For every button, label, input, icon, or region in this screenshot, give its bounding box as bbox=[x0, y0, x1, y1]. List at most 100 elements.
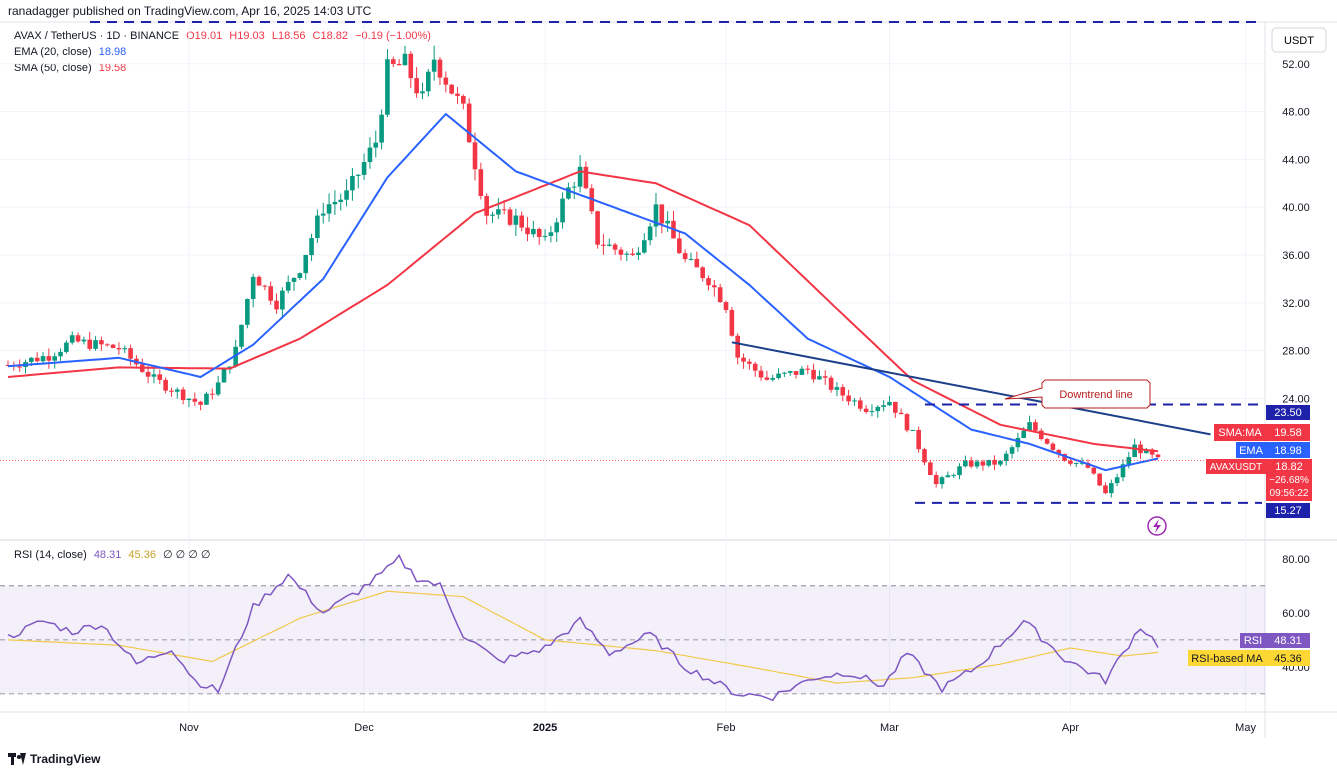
candle-body bbox=[957, 466, 962, 476]
candle-body bbox=[893, 401, 898, 413]
candle-body bbox=[46, 356, 52, 361]
candle-body bbox=[256, 276, 262, 286]
candle-body bbox=[1027, 422, 1032, 431]
candle-body bbox=[344, 190, 349, 200]
symbol-name[interactable]: AVAX / TetherUS · 1D · BINANCE bbox=[14, 30, 180, 42]
candle-body bbox=[519, 215, 525, 228]
candle-body bbox=[659, 204, 665, 224]
candle-body bbox=[1085, 462, 1091, 468]
candle-body bbox=[379, 114, 384, 143]
candle-body bbox=[431, 59, 437, 72]
tradingview-brand[interactable]: TradingView bbox=[8, 752, 100, 766]
candle-body bbox=[58, 351, 63, 357]
candle-body bbox=[198, 401, 203, 405]
candle-body bbox=[373, 142, 379, 148]
candle-body bbox=[571, 186, 577, 188]
candle-body bbox=[1062, 453, 1067, 461]
candle-body bbox=[1068, 460, 1073, 464]
time-tick-label: Apr bbox=[1062, 722, 1079, 734]
candle-body bbox=[881, 405, 886, 407]
candle-body bbox=[606, 244, 612, 246]
candle-body bbox=[443, 77, 449, 85]
price-tick-label: 40.00 bbox=[1282, 202, 1310, 214]
candle-body bbox=[186, 398, 192, 401]
candle-body bbox=[507, 209, 513, 225]
candle-body bbox=[355, 174, 361, 176]
candle-body bbox=[496, 209, 501, 215]
candle-body bbox=[1021, 430, 1027, 438]
candle-body bbox=[221, 369, 227, 383]
rsi-legend[interactable]: RSI (14, close) 48.31 45.36 ∅ ∅ ∅ ∅ bbox=[14, 548, 211, 561]
candle-body bbox=[385, 59, 390, 115]
candle-body bbox=[52, 356, 58, 361]
candle-body bbox=[822, 376, 828, 378]
rsi-tick-label: 60.00 bbox=[1282, 608, 1310, 620]
candle-body bbox=[315, 215, 320, 239]
candle-body bbox=[898, 412, 904, 415]
candle-body bbox=[420, 91, 425, 94]
candle-body bbox=[968, 460, 974, 467]
candle-body bbox=[677, 238, 682, 254]
candle-body bbox=[928, 462, 933, 476]
sma-legend[interactable]: SMA (50, close) 19.58 bbox=[14, 62, 126, 74]
ema-legend[interactable]: EMA (20, close) 18.98 bbox=[14, 46, 126, 58]
ema-price-label: EMA 18.98 bbox=[1236, 442, 1310, 458]
candle-body bbox=[782, 372, 787, 374]
candle-body bbox=[688, 258, 694, 260]
candle-body bbox=[402, 53, 408, 66]
candle-body bbox=[245, 299, 250, 325]
flash-icon[interactable] bbox=[1147, 516, 1167, 536]
candle-body bbox=[554, 222, 560, 233]
candle-body bbox=[215, 382, 221, 395]
candle-body bbox=[1091, 467, 1097, 474]
ohlc-close: C18.82 bbox=[312, 30, 349, 42]
candle-body bbox=[706, 278, 711, 286]
tradingview-wordmark: TradingView bbox=[30, 752, 101, 766]
svg-text:19.58: 19.58 bbox=[1274, 427, 1302, 439]
candle-body bbox=[992, 459, 997, 465]
price-tick-label: 36.00 bbox=[1282, 250, 1310, 262]
candle-body bbox=[694, 258, 700, 268]
candle-body bbox=[869, 411, 875, 413]
candle-body bbox=[1033, 422, 1038, 431]
candle-body bbox=[1114, 477, 1120, 484]
downtrend-annotation[interactable]: Downtrend line bbox=[1004, 379, 1151, 409]
candle-body bbox=[852, 400, 857, 402]
candle-body bbox=[712, 285, 717, 288]
candle-body bbox=[122, 348, 128, 350]
price-tick-label: 44.00 bbox=[1282, 154, 1310, 166]
candle-body bbox=[1144, 449, 1149, 454]
candle-body bbox=[624, 253, 630, 255]
candle-body bbox=[700, 267, 705, 279]
candle-body bbox=[17, 366, 22, 368]
candle-body bbox=[332, 201, 338, 205]
candle-body bbox=[741, 357, 746, 362]
candle-body bbox=[157, 374, 163, 380]
candle-body bbox=[437, 59, 443, 78]
candle-body bbox=[414, 78, 419, 94]
candle-body bbox=[426, 71, 431, 92]
candle-body bbox=[501, 209, 507, 211]
candle-body bbox=[735, 335, 740, 358]
time-tick-label: May bbox=[1235, 722, 1256, 734]
candle-body bbox=[542, 235, 548, 237]
candle-body bbox=[87, 339, 93, 349]
candle-body bbox=[601, 244, 606, 246]
candle-body bbox=[34, 357, 40, 362]
candle-body bbox=[1009, 447, 1015, 454]
candle-body bbox=[653, 204, 659, 227]
candle-body bbox=[747, 361, 752, 364]
support-price-label: 15.27 bbox=[1266, 503, 1310, 518]
candle-body bbox=[145, 371, 151, 377]
candle-body bbox=[939, 477, 945, 485]
candle-body bbox=[531, 228, 536, 235]
candle-body bbox=[484, 196, 489, 216]
candle-body bbox=[764, 377, 770, 380]
ohlc-open: O19.01 bbox=[186, 30, 223, 42]
candle-body bbox=[1003, 453, 1009, 461]
currency-box[interactable] bbox=[1271, 27, 1327, 53]
svg-text:SMA:MA: SMA:MA bbox=[1218, 427, 1262, 439]
candle-body bbox=[846, 395, 851, 402]
candle-body bbox=[776, 373, 781, 379]
